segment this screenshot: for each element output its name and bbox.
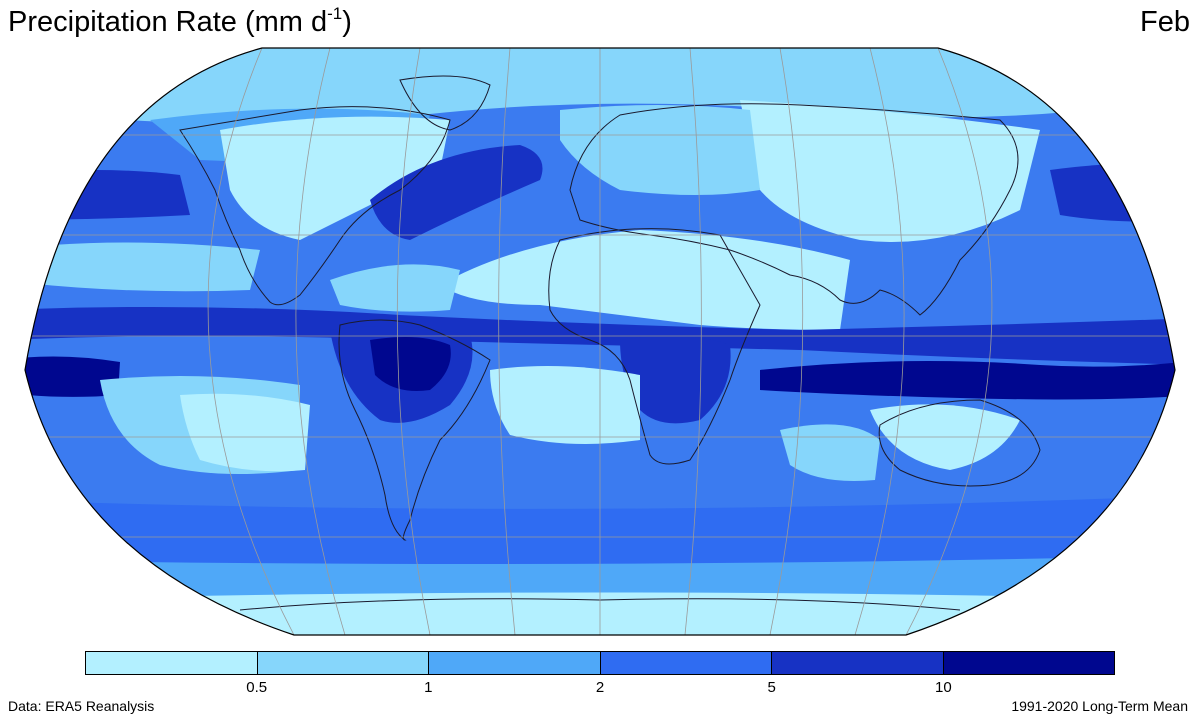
north-america-dry (220, 116, 450, 240)
period-label: 1991-2020 Long-Term Mean (1011, 698, 1188, 714)
colorbar-tick-labels: 0.5 1 2 5 10 (85, 679, 1115, 697)
southeast-pacific-dry-core (180, 393, 310, 472)
north-pacific-storm-track-east (1050, 163, 1175, 222)
eurasia-dry (740, 100, 1040, 242)
eurasia-moderate (560, 105, 760, 195)
meridian-line (905, 48, 993, 635)
colorbar-bin (772, 652, 944, 674)
south-atlantic-dry (490, 366, 640, 444)
coast-south-america (338, 319, 491, 541)
title-close: ) (342, 6, 352, 38)
itcz-core-west (25, 356, 120, 397)
colorbar (85, 651, 1115, 675)
north-atlantic-storm-track (370, 145, 543, 240)
colorbar-tick-label: 2 (595, 679, 605, 696)
coast-australia (878, 399, 1041, 487)
north-atlantic-subtropical (330, 264, 460, 312)
colorbar-tick-label: 10 (934, 679, 952, 696)
title-superscript: -1 (327, 4, 343, 23)
map-title: Precipitation Rate (mm d-1) (8, 2, 352, 46)
month-label: Feb (1140, 6, 1190, 38)
map-field (25, 48, 1175, 635)
colorbar-bin (86, 652, 258, 674)
meridian-line (498, 48, 516, 635)
colorbar-bin (429, 652, 601, 674)
title-text: Precipitation Rate (mm d (8, 6, 328, 38)
north-pacific-subtropical (25, 242, 260, 292)
meridian-line (295, 48, 346, 635)
colorbar-tick-label: 0.5 (246, 679, 268, 696)
north-pacific-storm-track (25, 170, 190, 220)
sahara-dry (440, 230, 850, 330)
coast-eurasia (569, 103, 1019, 316)
colorbar-tick-label: 1 (424, 679, 433, 696)
colorbar-bin (943, 652, 1114, 674)
meridian-line (684, 48, 702, 635)
amazon-core (370, 336, 451, 391)
south-indian-dry (780, 424, 880, 481)
globe-outline (24, 47, 1176, 636)
coast-africa (548, 228, 761, 465)
colorbar-tick-label: 5 (767, 679, 776, 696)
meridian-line (396, 48, 431, 635)
coast-north-america (179, 106, 451, 306)
colorbar-bin (600, 652, 772, 674)
data-source-label: Data: ERA5 Reanalysis (8, 698, 155, 714)
coast-greenland (399, 75, 491, 131)
meridian-line (207, 48, 295, 635)
graticule (25, 48, 1175, 635)
meridian-line (769, 48, 804, 635)
colorbar-bin (257, 652, 429, 674)
central-africa-wet (620, 336, 731, 424)
meridian-line (854, 48, 905, 635)
itcz-core-east (760, 360, 1175, 400)
coastlines (179, 75, 1041, 611)
precipitation-map (24, 47, 1176, 636)
